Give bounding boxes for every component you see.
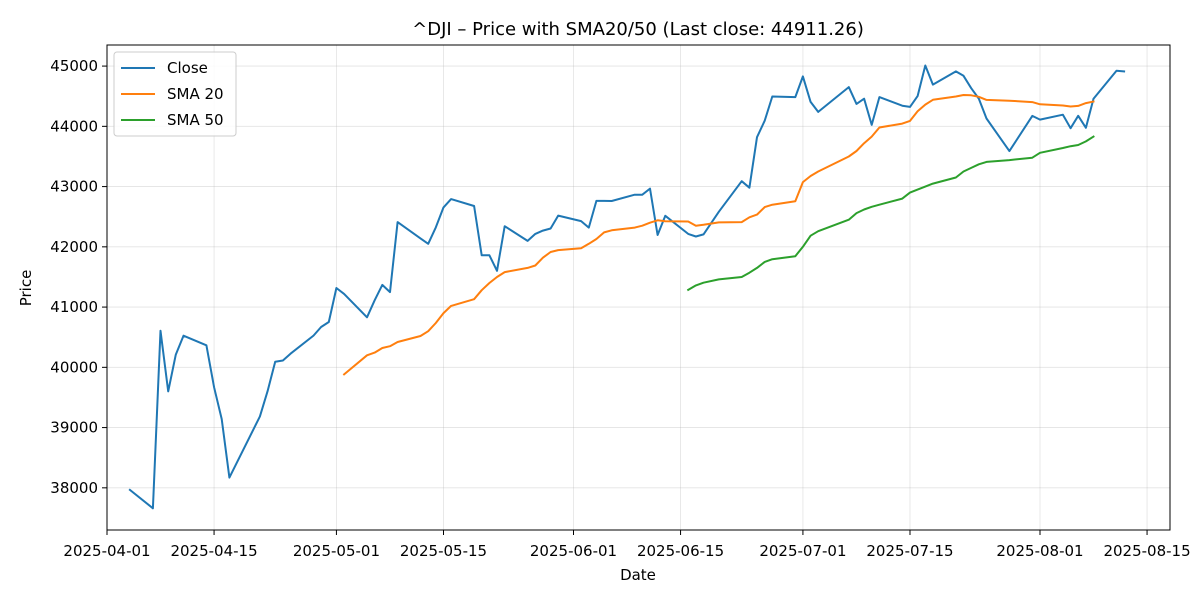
series-line-sma-50 [686, 135, 1095, 292]
x-tick-label: 2025-04-01 [63, 542, 150, 560]
x-tick-label: 2025-06-15 [637, 542, 724, 560]
x-tick-label: 2025-05-15 [400, 542, 487, 560]
y-tick-label: 43000 [50, 178, 98, 196]
x-axis-label: Date [620, 566, 656, 584]
y-tick-label: 41000 [50, 298, 98, 316]
legend-label-sma-20: SMA 20 [167, 85, 224, 103]
series-lines [128, 64, 1126, 510]
x-tick-label: 2025-07-15 [866, 542, 953, 560]
series-line-sma-20 [342, 94, 1095, 376]
y-tick-label: 40000 [50, 358, 98, 376]
y-tick-label: 38000 [50, 479, 98, 497]
grid-lines [106, 45, 1170, 530]
legend-box [113, 51, 237, 137]
x-tick-label: 2025-08-01 [996, 542, 1083, 560]
x-tick-label: 2025-06-01 [530, 542, 617, 560]
x-tick-label: 2025-04-15 [170, 542, 257, 560]
y-tick-label: 45000 [50, 57, 98, 75]
legend: Close SMA 20 SMA 50 [113, 51, 237, 137]
legend-label-sma-50: SMA 50 [167, 111, 224, 129]
y-tick-label: 42000 [50, 238, 98, 256]
y-tick-label: 44000 [50, 117, 98, 135]
x-tick-label: 2025-05-01 [293, 542, 380, 560]
chart-title: ^DJI – Price with SMA20/50 (Last close: … [412, 19, 864, 40]
y-axis-ticks: 38000 39000 40000 41000 42000 43000 44000 45000 [50, 57, 107, 497]
y-tick-label: 39000 [50, 419, 98, 437]
y-axis-label: Price [17, 270, 35, 307]
axes-frame [106, 44, 1171, 531]
series-line-close [128, 64, 1126, 510]
x-tick-label: 2025-08-15 [1103, 542, 1190, 560]
legend-label-close: Close [167, 59, 208, 77]
x-tick-label: 2025-07-01 [759, 542, 846, 560]
x-axis-ticks: 2025-04-01 2025-04-15 2025-05-01 2025-05-15… [63, 530, 1191, 560]
